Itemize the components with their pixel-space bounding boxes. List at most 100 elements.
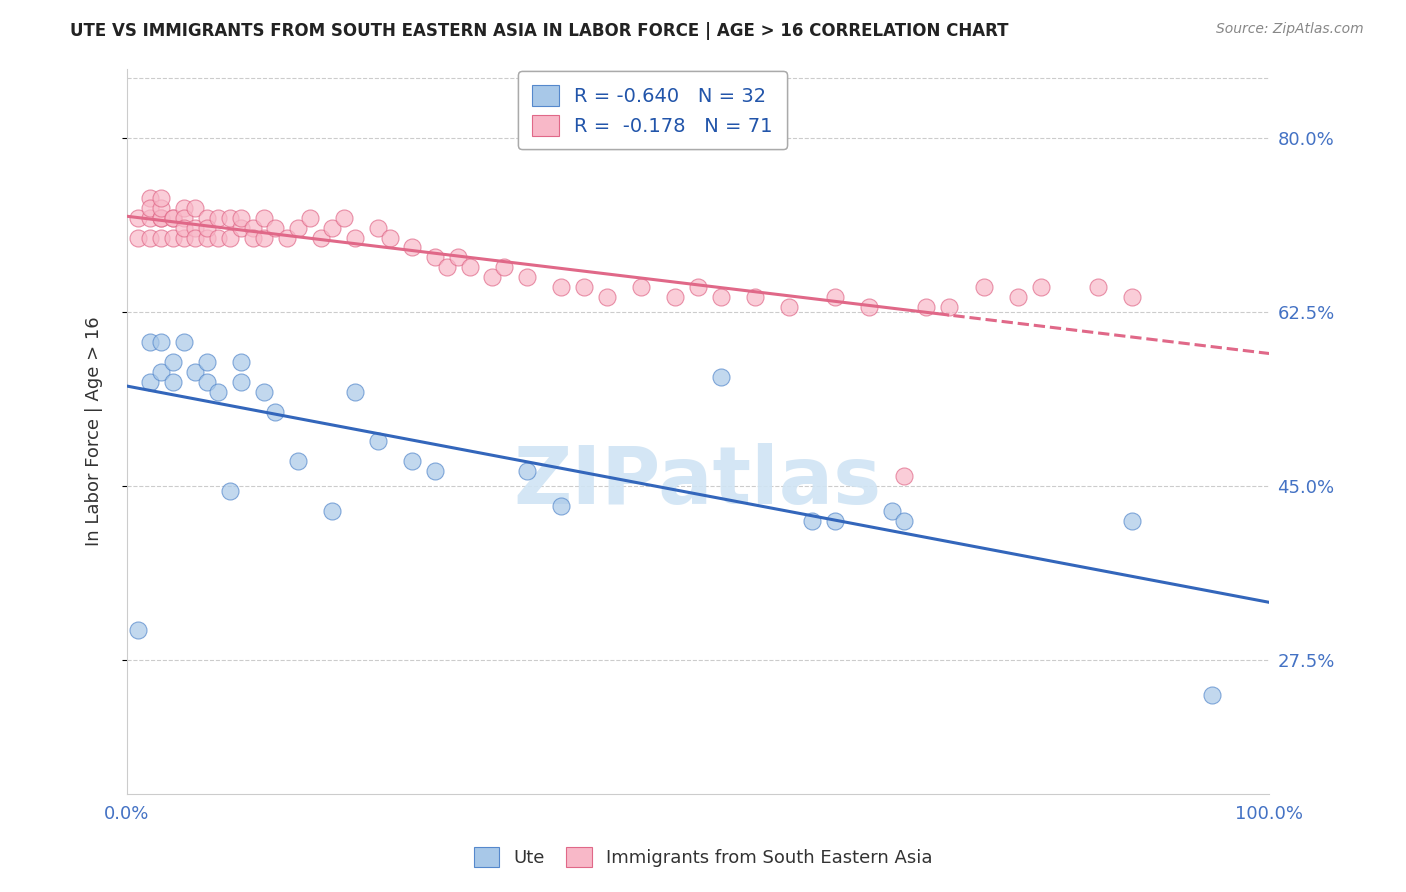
Point bbox=[1201, 688, 1223, 702]
Text: ZIPatlas: ZIPatlas bbox=[513, 443, 882, 521]
Point bbox=[1121, 290, 1143, 304]
Point bbox=[218, 230, 240, 244]
Point bbox=[150, 211, 173, 225]
Point bbox=[139, 191, 162, 205]
Point bbox=[630, 280, 652, 294]
Point bbox=[344, 230, 367, 244]
Point bbox=[184, 230, 207, 244]
Point bbox=[309, 230, 332, 244]
Point bbox=[184, 201, 207, 215]
Point bbox=[550, 499, 572, 513]
Point bbox=[139, 211, 162, 225]
Point bbox=[710, 369, 733, 384]
Point bbox=[207, 384, 229, 399]
Point bbox=[572, 280, 595, 294]
Point bbox=[150, 365, 173, 379]
Point bbox=[492, 260, 515, 275]
Point bbox=[447, 251, 470, 265]
Point bbox=[367, 220, 389, 235]
Point bbox=[127, 211, 149, 225]
Point bbox=[1087, 280, 1109, 294]
Point bbox=[321, 504, 343, 518]
Point bbox=[162, 355, 184, 369]
Point bbox=[264, 220, 287, 235]
Point bbox=[401, 454, 423, 468]
Point bbox=[139, 334, 162, 349]
Point bbox=[150, 191, 173, 205]
Legend: Ute, Immigrants from South Eastern Asia: Ute, Immigrants from South Eastern Asia bbox=[467, 839, 939, 874]
Point bbox=[915, 300, 938, 314]
Point bbox=[162, 211, 184, 225]
Legend: R = -0.640   N = 32, R =  -0.178   N = 71: R = -0.640 N = 32, R = -0.178 N = 71 bbox=[517, 71, 786, 149]
Point bbox=[127, 624, 149, 638]
Point bbox=[229, 211, 252, 225]
Point bbox=[893, 469, 915, 483]
Point bbox=[162, 230, 184, 244]
Point bbox=[173, 201, 195, 215]
Point bbox=[344, 384, 367, 399]
Point bbox=[173, 230, 195, 244]
Point bbox=[218, 211, 240, 225]
Point bbox=[127, 230, 149, 244]
Point bbox=[893, 514, 915, 528]
Point bbox=[401, 240, 423, 254]
Point bbox=[253, 230, 276, 244]
Point bbox=[287, 454, 309, 468]
Point bbox=[162, 211, 184, 225]
Point bbox=[184, 365, 207, 379]
Point bbox=[1029, 280, 1052, 294]
Point bbox=[436, 260, 458, 275]
Text: Source: ZipAtlas.com: Source: ZipAtlas.com bbox=[1216, 22, 1364, 37]
Point bbox=[550, 280, 572, 294]
Point bbox=[264, 404, 287, 418]
Point bbox=[516, 270, 538, 285]
Point bbox=[253, 384, 276, 399]
Point bbox=[162, 375, 184, 389]
Y-axis label: In Labor Force | Age > 16: In Labor Force | Age > 16 bbox=[86, 317, 103, 546]
Point bbox=[207, 211, 229, 225]
Point bbox=[710, 290, 733, 304]
Point bbox=[173, 220, 195, 235]
Point bbox=[938, 300, 960, 314]
Point bbox=[242, 220, 264, 235]
Point bbox=[139, 201, 162, 215]
Point bbox=[333, 211, 356, 225]
Point bbox=[139, 230, 162, 244]
Point bbox=[229, 375, 252, 389]
Point bbox=[664, 290, 686, 304]
Point bbox=[184, 220, 207, 235]
Point bbox=[1007, 290, 1029, 304]
Point bbox=[150, 334, 173, 349]
Point bbox=[778, 300, 800, 314]
Point bbox=[481, 270, 503, 285]
Point bbox=[276, 230, 298, 244]
Point bbox=[173, 334, 195, 349]
Point bbox=[973, 280, 995, 294]
Point bbox=[195, 355, 218, 369]
Point bbox=[824, 514, 846, 528]
Point bbox=[858, 300, 880, 314]
Point bbox=[195, 220, 218, 235]
Point bbox=[425, 464, 447, 478]
Point bbox=[139, 375, 162, 389]
Point bbox=[516, 464, 538, 478]
Point bbox=[229, 220, 252, 235]
Point bbox=[1121, 514, 1143, 528]
Point bbox=[824, 290, 846, 304]
Point bbox=[744, 290, 766, 304]
Point bbox=[195, 375, 218, 389]
Point bbox=[686, 280, 709, 294]
Text: UTE VS IMMIGRANTS FROM SOUTH EASTERN ASIA IN LABOR FORCE | AGE > 16 CORRELATION : UTE VS IMMIGRANTS FROM SOUTH EASTERN ASI… bbox=[70, 22, 1008, 40]
Point bbox=[173, 211, 195, 225]
Point bbox=[287, 220, 309, 235]
Point bbox=[253, 211, 276, 225]
Point bbox=[195, 230, 218, 244]
Point bbox=[207, 230, 229, 244]
Point bbox=[595, 290, 617, 304]
Point bbox=[242, 230, 264, 244]
Point bbox=[882, 504, 904, 518]
Point bbox=[229, 355, 252, 369]
Point bbox=[150, 201, 173, 215]
Point bbox=[150, 211, 173, 225]
Point bbox=[801, 514, 824, 528]
